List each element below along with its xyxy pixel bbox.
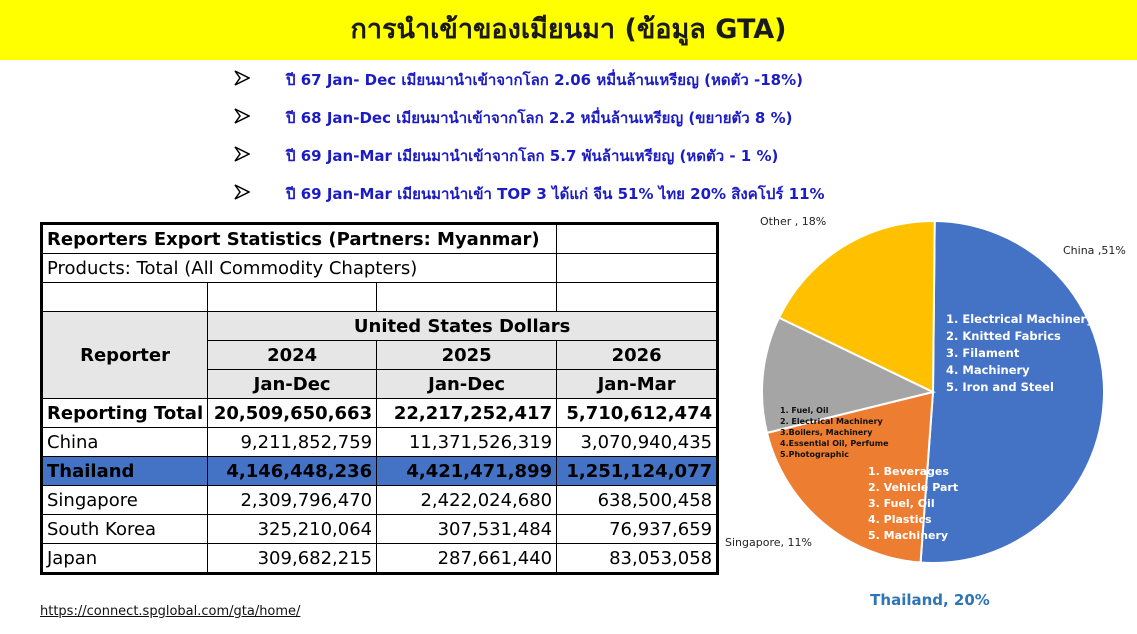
reporter-cell: Thailand [40,456,209,486]
value-cell: 2,309,796,470 [207,485,378,515]
value-cell: 325,210,064 [207,514,378,544]
period-header: Jan-Dec [207,369,378,399]
table-row: Reporting Total 20,509,650,663 22,217,252,… [40,398,719,428]
slice-note: 1. Fuel, Oil [780,406,829,415]
table-row: Singapore 2,309,796,470 2,422,024,680 638,5… [40,485,719,515]
slice-label: Thailand, 20% [870,591,990,609]
table-row: Thailand 4,146,448,236 4,421,471,899 1,251,… [40,456,719,486]
value-cell: 11,371,526,319 [376,427,558,457]
value-cell: 287,661,440 [376,543,558,574]
reporter-cell: Japan [40,543,209,574]
slice-note: 5. Machinery [868,529,948,542]
slice-note: 5. Iron and Steel [946,380,1054,394]
table-row: South Korea 325,210,064 307,531,484 76,937,… [40,514,719,544]
table-row: China 9,211,852,759 11,371,526,319 3,070,94… [40,427,719,457]
slice-label: Other , 18% [760,215,826,228]
year-header: 2025 [376,340,558,370]
value-cell: 309,682,215 [207,543,378,574]
bullet-arrow [234,184,250,200]
table-subtitle: Products: Total (All Commodity Chapters) [40,253,558,283]
bullet-text: ปี 68 Jan-Dec เมียนมานำเข้าจากโลก 2.2 หม… [286,109,793,127]
value-cell: 1,251,124,077 [556,456,719,486]
value-cell: 22,217,252,417 [376,398,558,428]
period-header: Jan-Mar [556,369,719,399]
bullet-text: ปี 69 Jan-Mar เมียนมานำเข้าจากโลก 5.7 พั… [286,147,779,165]
table-title: Reporters Export Statistics (Partners: M… [40,223,558,254]
bullet-arrow [234,146,250,162]
slice-note: 3.Boilers, Machinery [780,428,873,437]
value-cell: 4,146,448,236 [207,456,378,486]
value-cell: 638,500,458 [556,485,719,515]
bullet-text: ปี 69 Jan-Mar เมียนมานำเข้า TOP 3 ได้แก่… [286,185,825,203]
pie-slice [777,220,936,394]
slice-label: Singapore, 11% [725,536,812,549]
slice-note: 5.Photographic [780,450,849,459]
slice-label: China ,51% [1063,244,1126,257]
bullet-arrow [234,70,250,86]
source-link[interactable]: https://connect.spglobal.com/gta/home/ [40,604,301,619]
value-cell: 4,421,471,899 [376,456,558,486]
reporter-cell: Reporting Total [40,398,209,428]
value-cell: 83,053,058 [556,543,719,574]
pie-slice [761,316,936,435]
reporter-cell: China [40,427,209,457]
reporter-cell: Singapore [40,485,209,515]
slice-note: 4. Machinery [946,363,1030,377]
currency-header: United States Dollars [207,311,719,341]
pie-slice [765,390,935,564]
value-cell: 2,422,024,680 [376,485,558,515]
slice-note: 2. Electrical Machinery [780,417,884,426]
year-header: 2026 [556,340,719,370]
reporter-header: Reporter [40,311,209,399]
year-header: 2024 [207,340,378,370]
export-table: Reporters Export Statistics (Partners: M… [40,222,720,575]
pie-slice [919,219,1105,564]
slice-note: 2. Vehicle Part [868,481,958,494]
slice-note: 1. Beverages [868,465,949,478]
slice-note: 3. Fuel, Oil [868,497,935,510]
value-cell: 76,937,659 [556,514,719,544]
value-cell: 5,710,612,474 [556,398,719,428]
slice-note: 2. Knitted Fabrics [946,329,1061,343]
period-header: Jan-Dec [376,369,558,399]
slice-note: 4. Plastics [868,513,932,526]
bullet-arrow [234,108,250,124]
slice-note: 4.Essential Oil, Perfume [780,439,889,448]
value-cell: 20,509,650,663 [207,398,378,428]
slice-note: 1. Electrical Machinery [946,312,1094,326]
reporter-cell: South Korea [40,514,209,544]
value-cell: 3,070,940,435 [556,427,719,457]
value-cell: 307,531,484 [376,514,558,544]
bullet-text: ปี 67 Jan- Dec เมียนมานำเข้าจากโลก 2.06 … [286,71,803,89]
pie-chart: China ,51% Thailand, 20% Singapore, 11% Oth… [725,215,1126,609]
value-cell: 9,211,852,759 [207,427,378,457]
slice-note: 3. Filament [946,346,1020,360]
title: การนำเข้าของเมียนมา (ข้อมูล GTA) [0,0,1137,60]
table-row: Japan 309,682,215 287,661,440 83,053,058 [40,543,719,574]
